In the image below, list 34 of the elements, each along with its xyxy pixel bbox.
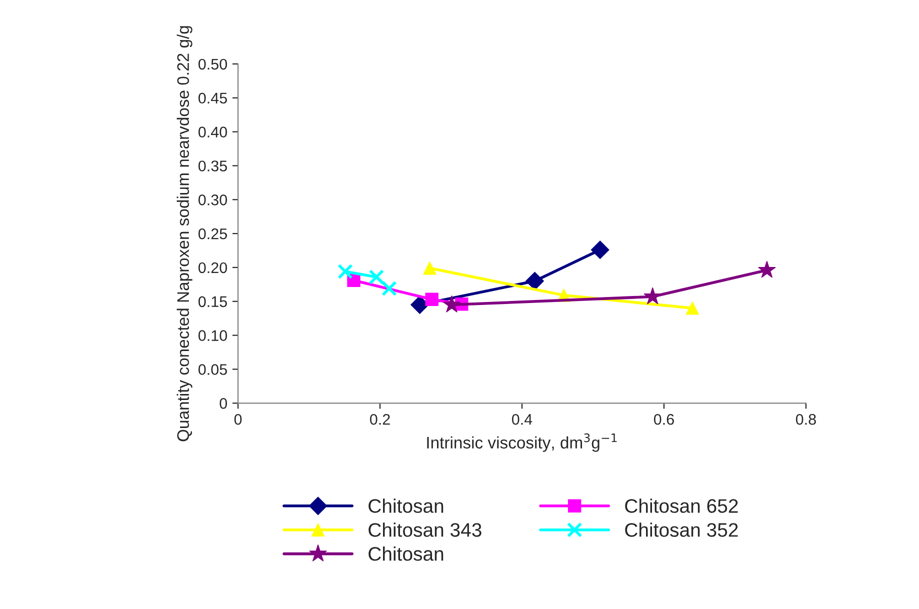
point [686, 302, 699, 315]
point [338, 264, 353, 280]
point [442, 295, 461, 312]
point [425, 292, 438, 306]
y-tick-label: 0.25 [198, 228, 227, 240]
point [423, 262, 436, 275]
y-tick-label: 0 [220, 398, 228, 409]
y-tick-label: 0.50 [198, 58, 228, 70]
y-tick-label: 0.40 [198, 126, 228, 138]
legend-label: Chitosan [368, 498, 444, 513]
point [368, 269, 384, 285]
x-tick-label: 0.2 [370, 414, 390, 425]
legend-label: Chitosan 352 [625, 522, 738, 537]
point [526, 272, 544, 290]
x-axis-title: Intrinsic viscosity, dm$^{3}$g$^{−1}$ [427, 433, 617, 452]
x-tick-label: 0.6 [654, 414, 674, 425]
x-tick-label: 0.4 [512, 414, 532, 425]
point [590, 240, 610, 260]
legend-label: Chitosan [368, 546, 444, 561]
y-tick-label: 0.45 [198, 92, 227, 104]
y-axis-title: Quantity conected Naproxen sodium nearvdose 0.22 g/g [176, 26, 192, 442]
y-tick-label: 0.15 [198, 296, 227, 308]
point [758, 260, 776, 278]
x-tick-label: 0 [234, 414, 242, 425]
point [382, 280, 397, 296]
y-tick-label: 0.10 [198, 330, 228, 341]
y-tick-label: 0.35 [198, 160, 227, 172]
y-tick-label: 0.05 [198, 364, 227, 375]
y-tick-label: 0.20 [198, 262, 228, 274]
legend-label: Chitosan 343 [368, 522, 482, 537]
x-tick-label: 0.8 [796, 414, 816, 425]
point [644, 287, 662, 304]
y-tick-label: 0.30 [198, 194, 228, 206]
legend-label: Chitosan 652 [625, 498, 738, 513]
